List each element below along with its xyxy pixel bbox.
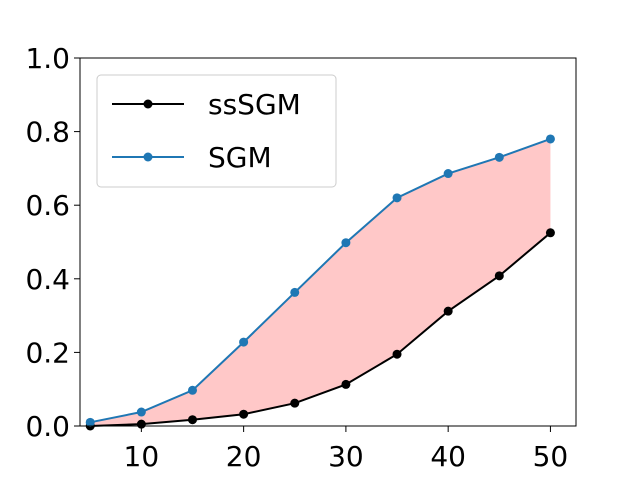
data-point	[341, 379, 351, 389]
data-point	[85, 417, 95, 427]
x-tick-label: 40	[430, 440, 466, 473]
y-tick-label: 0.8	[25, 116, 70, 149]
data-point	[494, 271, 504, 281]
legend-entry-ssSGM: ssSGM	[112, 88, 301, 121]
y-tick-label: 1.0	[25, 42, 70, 75]
fill-between-area	[90, 138, 551, 426]
series-line	[90, 138, 551, 424]
legend-marker	[143, 152, 153, 162]
x-tick-label: 20	[226, 440, 262, 473]
series-SGM	[85, 134, 555, 427]
legend: ssSGM SGM	[96, 74, 337, 188]
data-point	[545, 228, 555, 238]
data-point	[545, 134, 555, 144]
x-tick-label: 10	[124, 440, 160, 473]
series-layer	[85, 134, 555, 431]
legend-label: SGM	[208, 141, 272, 174]
y-tick-label: 0.6	[25, 189, 70, 222]
y-tick-label: 0.2	[25, 336, 70, 369]
y-tick-label: 0.4	[25, 263, 70, 296]
legend-entry-SGM: SGM	[112, 141, 272, 174]
y-tick-label: 0.0	[25, 410, 70, 443]
x-axis-ticks: 10 20 30 40 50	[124, 426, 569, 473]
data-point	[239, 409, 249, 419]
fill-between-area-layer	[90, 138, 551, 426]
legend-marker	[143, 99, 153, 109]
data-point	[239, 337, 249, 347]
data-point	[392, 349, 402, 359]
data-point	[187, 385, 197, 395]
data-point	[290, 287, 300, 297]
data-point	[136, 407, 146, 417]
legend-label: ssSGM	[208, 88, 301, 121]
y-axis-ticks: 0.0 0.2 0.4 0.6 0.8 1.0	[25, 42, 80, 443]
x-tick-label: 50	[533, 440, 569, 473]
series-line	[90, 232, 552, 427]
data-point	[494, 152, 504, 162]
data-point	[443, 306, 453, 316]
data-point	[187, 415, 197, 425]
x-tick-label: 30	[328, 440, 364, 473]
series-ssSGM	[85, 228, 555, 431]
data-point	[443, 169, 453, 179]
data-point	[290, 398, 300, 408]
plot-frame	[79, 57, 577, 427]
data-point	[341, 238, 351, 248]
data-point	[392, 193, 402, 203]
